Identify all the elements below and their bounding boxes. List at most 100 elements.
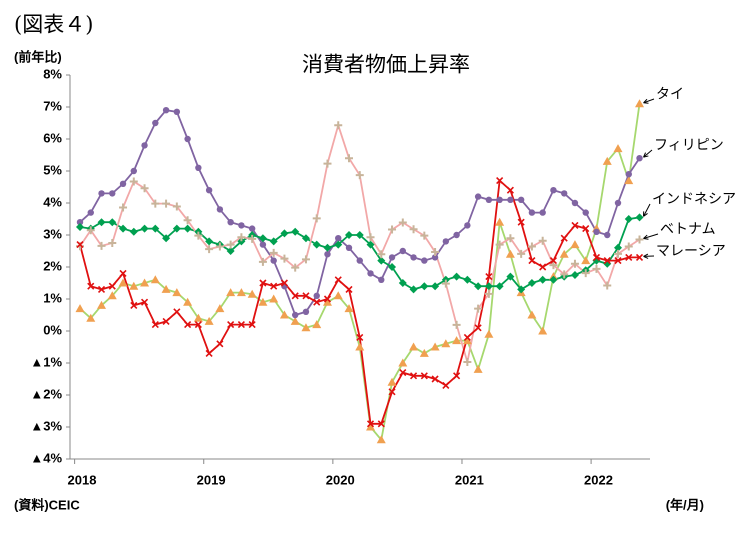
- marker: [398, 218, 407, 227]
- marker: [108, 239, 117, 247]
- marker: [496, 177, 504, 185]
- marker: [356, 257, 363, 264]
- marker: [474, 193, 482, 200]
- marker: [150, 275, 160, 284]
- marker: [162, 199, 171, 208]
- marker: [452, 336, 462, 345]
- marker: [420, 231, 429, 240]
- legend-arrowhead: [643, 211, 648, 217]
- marker: [323, 295, 332, 303]
- marker: [614, 199, 622, 207]
- x-tick-label: 2018: [68, 472, 97, 487]
- marker: [614, 257, 622, 265]
- series-line: [79, 103, 641, 442]
- marker: [344, 304, 354, 313]
- marker: [195, 164, 202, 171]
- marker: [205, 237, 214, 246]
- marker: [452, 320, 461, 329]
- marker: [237, 321, 245, 329]
- legend-label: インドネシア: [652, 191, 736, 207]
- marker: [420, 372, 428, 380]
- marker: [312, 214, 321, 223]
- marker: [431, 247, 440, 256]
- x-tick-label: 2021: [455, 472, 484, 487]
- marker: [258, 297, 268, 306]
- marker: [474, 324, 482, 332]
- marker: [119, 269, 127, 277]
- marker: [367, 270, 374, 277]
- marker: [527, 310, 537, 319]
- marker: [582, 209, 589, 216]
- chart-title: 消費者物価上昇率: [302, 54, 470, 77]
- marker: [334, 276, 342, 284]
- marker: [528, 257, 536, 265]
- marker: [226, 288, 236, 297]
- marker: [539, 263, 547, 271]
- marker: [258, 257, 267, 266]
- marker: [356, 333, 364, 341]
- legend-arrowhead: [643, 234, 649, 240]
- marker: [184, 321, 192, 329]
- marker: [129, 177, 138, 186]
- y-tick-label: 5%: [43, 162, 62, 177]
- marker: [226, 247, 235, 255]
- marker: [119, 224, 128, 233]
- marker: [119, 203, 128, 212]
- marker: [387, 377, 397, 386]
- marker: [636, 155, 643, 162]
- marker: [366, 420, 375, 428]
- marker: [301, 255, 310, 264]
- marker: [430, 342, 440, 351]
- y-tick-label: 0%: [43, 322, 62, 337]
- marker: [237, 233, 246, 242]
- marker: [517, 218, 525, 226]
- marker: [593, 228, 600, 235]
- marker: [97, 218, 106, 227]
- marker: [441, 279, 450, 288]
- marker: [527, 242, 536, 251]
- marker: [226, 240, 235, 249]
- marker: [377, 250, 386, 259]
- marker: [86, 313, 96, 322]
- marker: [129, 227, 138, 236]
- marker: [635, 213, 644, 222]
- marker: [248, 234, 257, 243]
- marker: [161, 284, 171, 293]
- marker: [107, 291, 117, 300]
- marker: [366, 233, 375, 242]
- marker: [173, 108, 181, 116]
- source: (資料)CEIC: [14, 497, 80, 512]
- marker: [291, 263, 300, 272]
- marker: [237, 237, 246, 246]
- marker: [248, 225, 256, 232]
- marker: [151, 321, 159, 329]
- marker: [604, 231, 611, 239]
- marker: [538, 326, 548, 335]
- marker: [334, 121, 343, 130]
- marker: [280, 229, 289, 238]
- marker: [570, 271, 579, 279]
- marker: [323, 243, 332, 252]
- marker: [399, 247, 406, 255]
- marker: [312, 320, 322, 329]
- marker: [119, 180, 127, 187]
- marker: [345, 244, 353, 251]
- marker: [614, 243, 622, 252]
- marker: [495, 217, 505, 226]
- marker: [388, 263, 397, 271]
- marker: [301, 323, 311, 332]
- marker: [441, 339, 451, 348]
- marker: [215, 304, 225, 313]
- y-tick-label: 7%: [43, 98, 62, 113]
- marker: [453, 372, 461, 380]
- y-tick-label: 2%: [43, 258, 62, 273]
- marker: [345, 285, 353, 293]
- marker: [76, 223, 84, 231]
- y-tick-label: ▲3%: [30, 418, 62, 433]
- marker: [87, 282, 95, 290]
- x-tick-label: 2020: [326, 472, 355, 487]
- marker: [98, 190, 105, 197]
- marker: [431, 375, 439, 383]
- marker: [108, 282, 116, 290]
- marker: [484, 329, 494, 338]
